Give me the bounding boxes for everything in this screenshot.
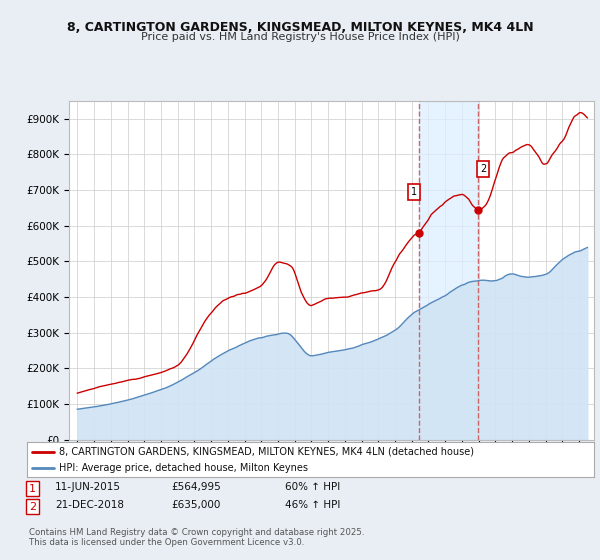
Text: 1: 1 bbox=[29, 484, 36, 494]
Text: HPI: Average price, detached house, Milton Keynes: HPI: Average price, detached house, Milt… bbox=[59, 464, 308, 473]
Text: Contains HM Land Registry data © Crown copyright and database right 2025.
This d: Contains HM Land Registry data © Crown c… bbox=[29, 528, 364, 547]
Text: £635,000: £635,000 bbox=[171, 500, 220, 510]
Bar bbox=[419, 101, 478, 440]
Text: 46% ↑ HPI: 46% ↑ HPI bbox=[285, 500, 340, 510]
Text: 11-JUN-2015: 11-JUN-2015 bbox=[55, 482, 121, 492]
Text: £564,995: £564,995 bbox=[171, 482, 221, 492]
Text: 2: 2 bbox=[29, 502, 36, 512]
Text: Price paid vs. HM Land Registry's House Price Index (HPI): Price paid vs. HM Land Registry's House … bbox=[140, 32, 460, 43]
Text: 8, CARTINGTON GARDENS, KINGSMEAD, MILTON KEYNES, MK4 4LN (detached house): 8, CARTINGTON GARDENS, KINGSMEAD, MILTON… bbox=[59, 447, 474, 457]
Text: 21-DEC-2018: 21-DEC-2018 bbox=[55, 500, 124, 510]
Text: 8, CARTINGTON GARDENS, KINGSMEAD, MILTON KEYNES, MK4 4LN: 8, CARTINGTON GARDENS, KINGSMEAD, MILTON… bbox=[67, 21, 533, 34]
Text: 60% ↑ HPI: 60% ↑ HPI bbox=[285, 482, 340, 492]
Text: 2: 2 bbox=[480, 164, 486, 174]
Text: 1: 1 bbox=[411, 186, 417, 197]
